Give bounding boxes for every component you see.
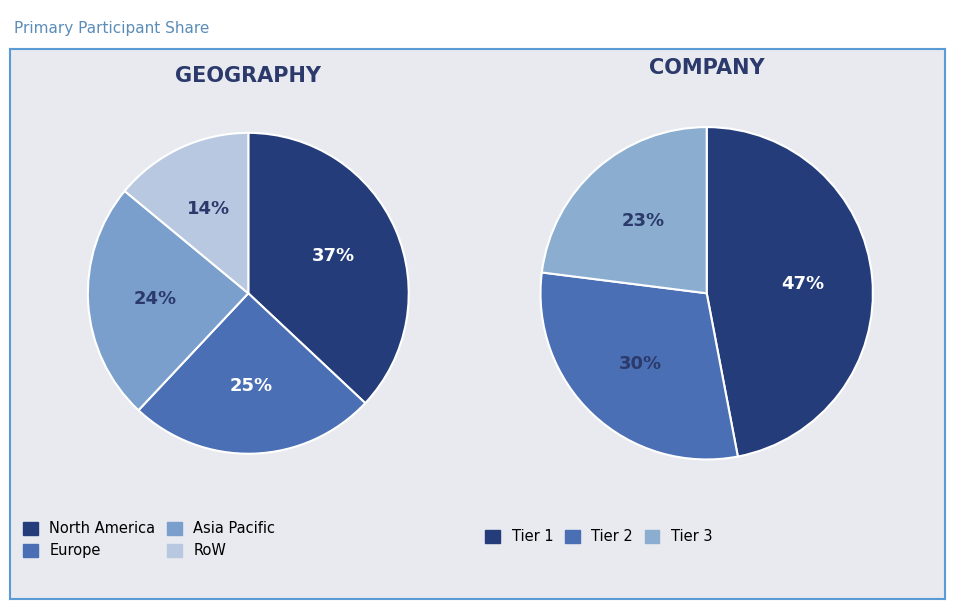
Text: 24%: 24% [134, 290, 177, 308]
Wedge shape [248, 133, 409, 403]
Legend: North America, Europe, Asia Pacific, RoW: North America, Europe, Asia Pacific, RoW [23, 521, 275, 558]
Text: 47%: 47% [781, 275, 824, 293]
Wedge shape [125, 133, 248, 293]
Title: GEOGRAPHY: GEOGRAPHY [176, 65, 321, 86]
Text: 37%: 37% [312, 247, 355, 265]
Title: COMPANY: COMPANY [648, 59, 765, 78]
Wedge shape [138, 293, 365, 454]
Wedge shape [541, 273, 738, 459]
Text: 25%: 25% [229, 377, 273, 395]
Text: 30%: 30% [619, 354, 662, 373]
Wedge shape [541, 127, 707, 293]
Legend: Tier 1, Tier 2, Tier 3: Tier 1, Tier 2, Tier 3 [485, 529, 712, 544]
Wedge shape [707, 127, 873, 456]
Wedge shape [88, 191, 248, 410]
Text: Primary Participant Share: Primary Participant Share [14, 21, 210, 37]
Text: 14%: 14% [187, 200, 230, 218]
Text: 23%: 23% [622, 212, 665, 230]
